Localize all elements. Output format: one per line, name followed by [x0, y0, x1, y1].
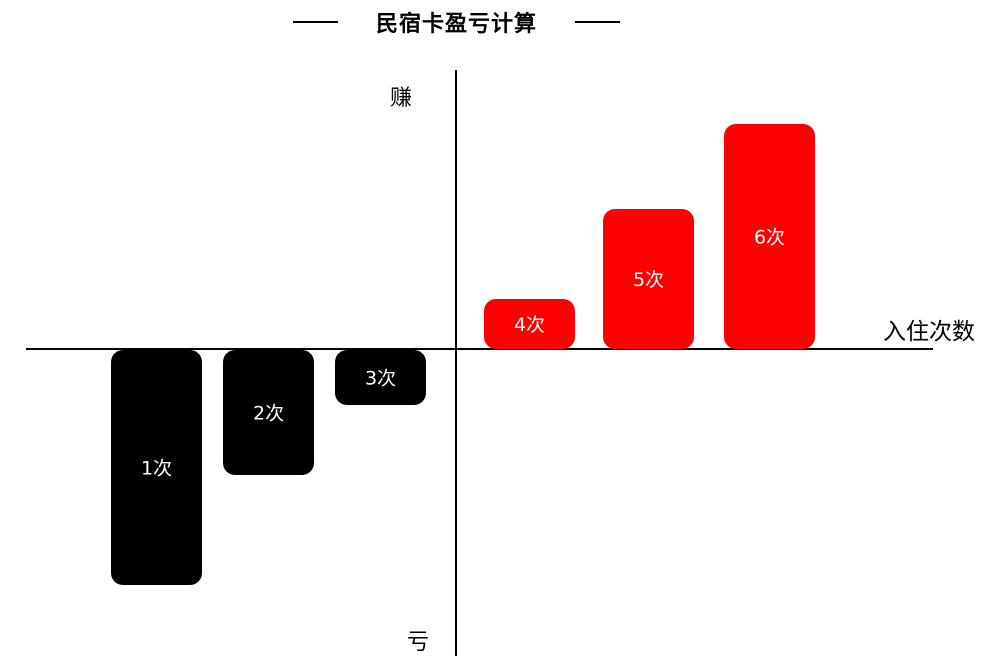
- bar-5: [603, 209, 694, 349]
- title-left-dash: [292, 21, 338, 23]
- chart-title-row: 民宿卡盈亏计算: [0, 6, 913, 38]
- bar-label-6: 6次: [754, 227, 785, 249]
- chart-title: 民宿卡盈亏计算: [375, 12, 537, 37]
- bar-2: [223, 350, 314, 475]
- bar-label-4: 4次: [514, 314, 545, 336]
- bar-4: [484, 299, 575, 349]
- bar-label-1: 1次: [141, 458, 172, 480]
- y-axis-label-bottom: 亏: [407, 630, 430, 655]
- bar-label-3: 3次: [365, 368, 396, 390]
- y-axis-label-top: 赚: [390, 86, 413, 111]
- bar-label-5: 5次: [633, 269, 664, 291]
- title-right-dash: [575, 21, 620, 23]
- bar-6: [724, 124, 815, 349]
- x-axis-label: 入住次数: [883, 319, 975, 345]
- bar-label-2: 2次: [253, 403, 284, 425]
- bar-1: [111, 350, 202, 585]
- bar-3: [335, 350, 426, 405]
